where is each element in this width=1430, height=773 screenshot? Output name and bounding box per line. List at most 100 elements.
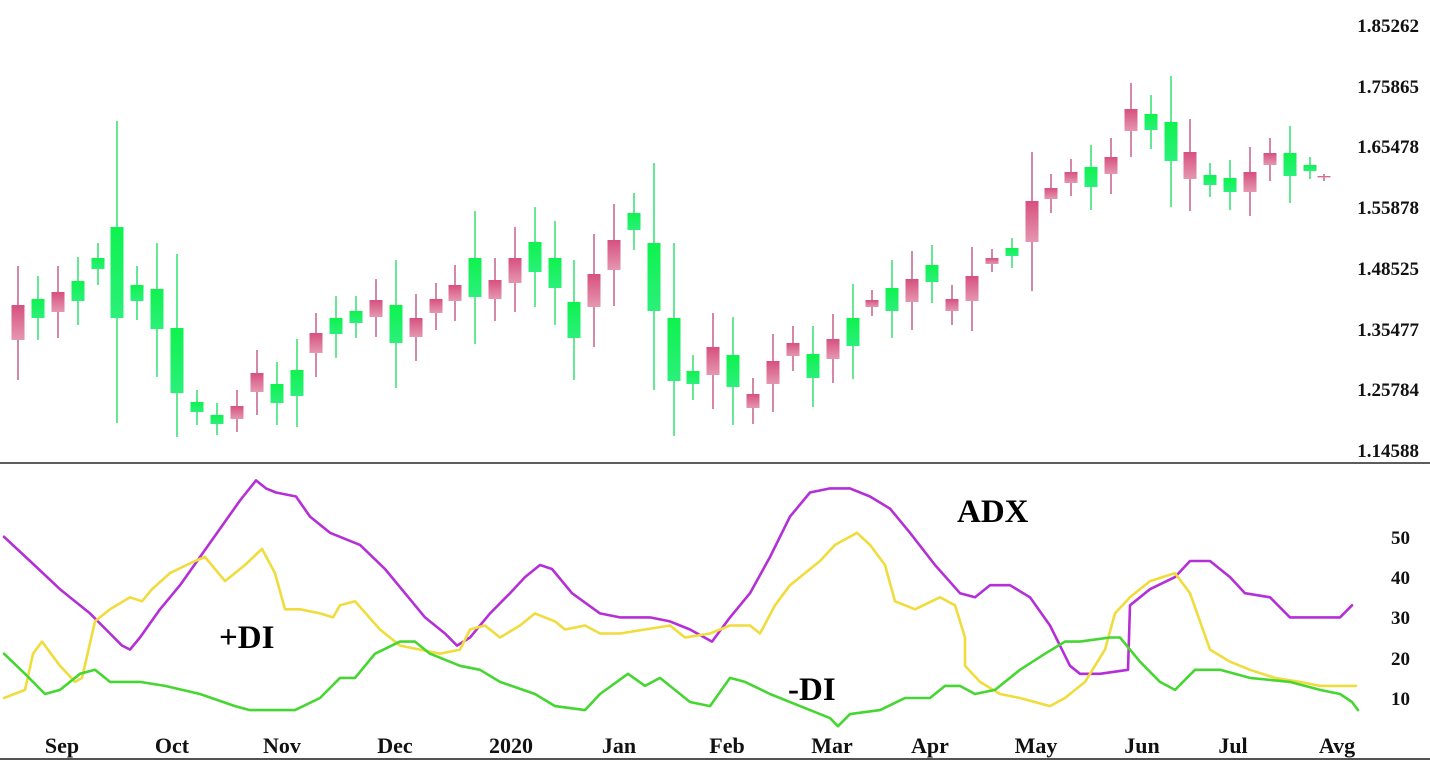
bearish-candle	[250, 373, 264, 392]
bearish-candle	[1263, 153, 1277, 165]
bearish-candle	[965, 276, 979, 301]
bearish-candle	[369, 300, 383, 317]
price-pane: 1.85262 1.75865 1.65478 1.55878 1.48525 …	[11, 16, 1420, 462]
bearish-candle	[1025, 201, 1039, 242]
bearish-candle	[1124, 109, 1138, 131]
indicator-lines	[2, 479, 1360, 728]
time-tick-label: Jan	[602, 733, 636, 758]
time-tick-label: 2020	[489, 733, 533, 758]
indicator-tick-label: 10	[1391, 689, 1410, 710]
bearish-candle	[1183, 152, 1197, 179]
bullish-candle	[885, 288, 899, 311]
bullish-candle	[91, 258, 105, 269]
time-tick-label: Feb	[709, 733, 744, 758]
bullish-candle	[150, 289, 164, 329]
bullish-candle	[290, 370, 304, 396]
bullish-candle	[71, 281, 85, 301]
time-tick-label: May	[1015, 733, 1058, 758]
indicator-tick-label: 50	[1391, 528, 1410, 549]
time-tick-label: Apr	[911, 733, 949, 758]
bearish-candle	[429, 299, 443, 313]
price-tick-label: 1.55878	[1357, 198, 1419, 219]
bullish-candle	[1084, 167, 1098, 187]
bullish-candle	[846, 318, 860, 346]
bullish-candle	[31, 299, 45, 318]
time-tick-label: Oct	[155, 733, 190, 758]
bullish-candle	[806, 354, 820, 378]
bearish-candle	[448, 285, 462, 301]
time-tick-label: Jul	[1218, 733, 1247, 758]
plus-di-line	[2, 531, 1358, 708]
bullish-candle	[567, 302, 581, 338]
bearish-candle	[230, 406, 244, 419]
price-tick-label: 1.48525	[1357, 259, 1419, 280]
bullish-candle	[329, 318, 343, 334]
indicator-axis: 50 40 30 20 10	[1391, 528, 1410, 710]
bearish-candle	[786, 343, 800, 356]
bullish-candle	[686, 371, 700, 384]
bearish-candle	[508, 258, 522, 283]
indicator-tick-label: 20	[1391, 649, 1410, 670]
bearish-candle	[1104, 157, 1118, 174]
adx-label: ADX	[957, 494, 1029, 530]
bullish-candle	[1223, 178, 1237, 192]
bearish-candle	[746, 394, 760, 408]
time-tick-label: Sep	[45, 733, 79, 758]
candlestick-series	[11, 76, 1331, 437]
time-tick-label: Avg	[1319, 733, 1355, 758]
price-tick-label: 1.65478	[1357, 137, 1419, 158]
minus-di-label: -DI	[788, 672, 836, 708]
bullish-candle	[349, 311, 363, 323]
price-tick-label: 1.25784	[1357, 380, 1419, 401]
bullish-candle	[389, 305, 403, 343]
plus-di-label: +DI	[219, 620, 274, 656]
bearish-candle	[587, 274, 601, 307]
bearish-candle	[1243, 172, 1257, 192]
bearish-candle	[706, 347, 720, 375]
bearish-candle	[1064, 172, 1078, 183]
bearish-candle	[409, 318, 423, 337]
bullish-candle	[528, 242, 542, 272]
adx-indicator-pane: ADX +DI -DI 50 40 30 20 10	[2, 479, 1410, 728]
price-tick-label: 1.35477	[1357, 320, 1419, 341]
time-tick-label: Jun	[1124, 733, 1159, 758]
bearish-candle	[766, 361, 780, 384]
bearish-candle	[488, 280, 502, 299]
indicator-tick-label: 40	[1391, 568, 1410, 589]
bearish-candle	[607, 240, 621, 270]
time-tick-label: Dec	[377, 733, 413, 758]
bullish-candle	[130, 285, 144, 301]
bearish-candle	[985, 258, 999, 264]
bullish-candle	[1203, 175, 1217, 185]
bearish-candle	[905, 279, 919, 302]
bullish-candle	[270, 384, 284, 403]
price-axis: 1.85262 1.75865 1.65478 1.55878 1.48525 …	[1357, 16, 1419, 462]
bullish-candle	[1144, 114, 1158, 130]
bearish-candle	[865, 300, 879, 307]
indicator-tick-label: 30	[1391, 608, 1410, 629]
bullish-candle	[726, 355, 740, 387]
bullish-candle	[627, 213, 641, 230]
bearish-candle	[826, 339, 840, 359]
bullish-candle	[468, 258, 482, 297]
bearish-candle	[51, 292, 65, 312]
bullish-candle	[1164, 122, 1178, 161]
bullish-candle	[667, 318, 681, 381]
bullish-candle	[647, 243, 661, 311]
bullish-candle	[210, 415, 224, 424]
bearish-candle	[11, 305, 25, 340]
adx-line	[2, 479, 1354, 676]
bullish-candle	[1303, 165, 1317, 171]
bullish-candle	[1283, 153, 1297, 176]
price-tick-label: 1.75865	[1357, 77, 1419, 98]
bullish-candle	[170, 328, 184, 393]
time-tick-label: Mar	[811, 733, 853, 758]
bullish-candle	[110, 227, 124, 318]
bearish-candle	[309, 333, 323, 353]
minus-di-line	[2, 636, 1360, 728]
bullish-candle	[548, 258, 562, 288]
bullish-candle	[190, 402, 204, 412]
bearish-candle	[1317, 176, 1331, 178]
time-axis: Sep Oct Nov Dec 2020 Jan Feb Mar Apr May…	[45, 733, 1355, 758]
